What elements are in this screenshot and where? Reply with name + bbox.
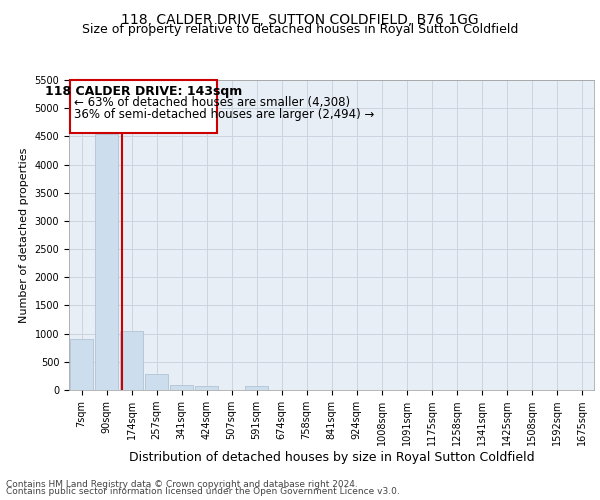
X-axis label: Distribution of detached houses by size in Royal Sutton Coldfield: Distribution of detached houses by size … xyxy=(128,451,535,464)
Bar xyxy=(70,340,94,390)
Text: ← 63% of detached houses are smaller (4,308): ← 63% of detached houses are smaller (4,… xyxy=(74,96,350,110)
Text: 118 CALDER DRIVE: 143sqm: 118 CALDER DRIVE: 143sqm xyxy=(45,84,242,98)
Bar xyxy=(145,374,169,390)
Text: 36% of semi-detached houses are larger (2,494) →: 36% of semi-detached houses are larger (… xyxy=(74,108,374,120)
Bar xyxy=(95,134,118,390)
Bar xyxy=(245,386,268,390)
Bar xyxy=(170,385,193,390)
Text: Contains public sector information licensed under the Open Government Licence v3: Contains public sector information licen… xyxy=(6,487,400,496)
Bar xyxy=(119,331,143,390)
Text: Contains HM Land Registry data © Crown copyright and database right 2024.: Contains HM Land Registry data © Crown c… xyxy=(6,480,358,489)
Text: 118, CALDER DRIVE, SUTTON COLDFIELD, B76 1GG: 118, CALDER DRIVE, SUTTON COLDFIELD, B76… xyxy=(121,12,479,26)
Bar xyxy=(194,386,218,390)
Text: Size of property relative to detached houses in Royal Sutton Coldfield: Size of property relative to detached ho… xyxy=(82,22,518,36)
Y-axis label: Number of detached properties: Number of detached properties xyxy=(19,148,29,322)
FancyBboxPatch shape xyxy=(70,80,217,133)
